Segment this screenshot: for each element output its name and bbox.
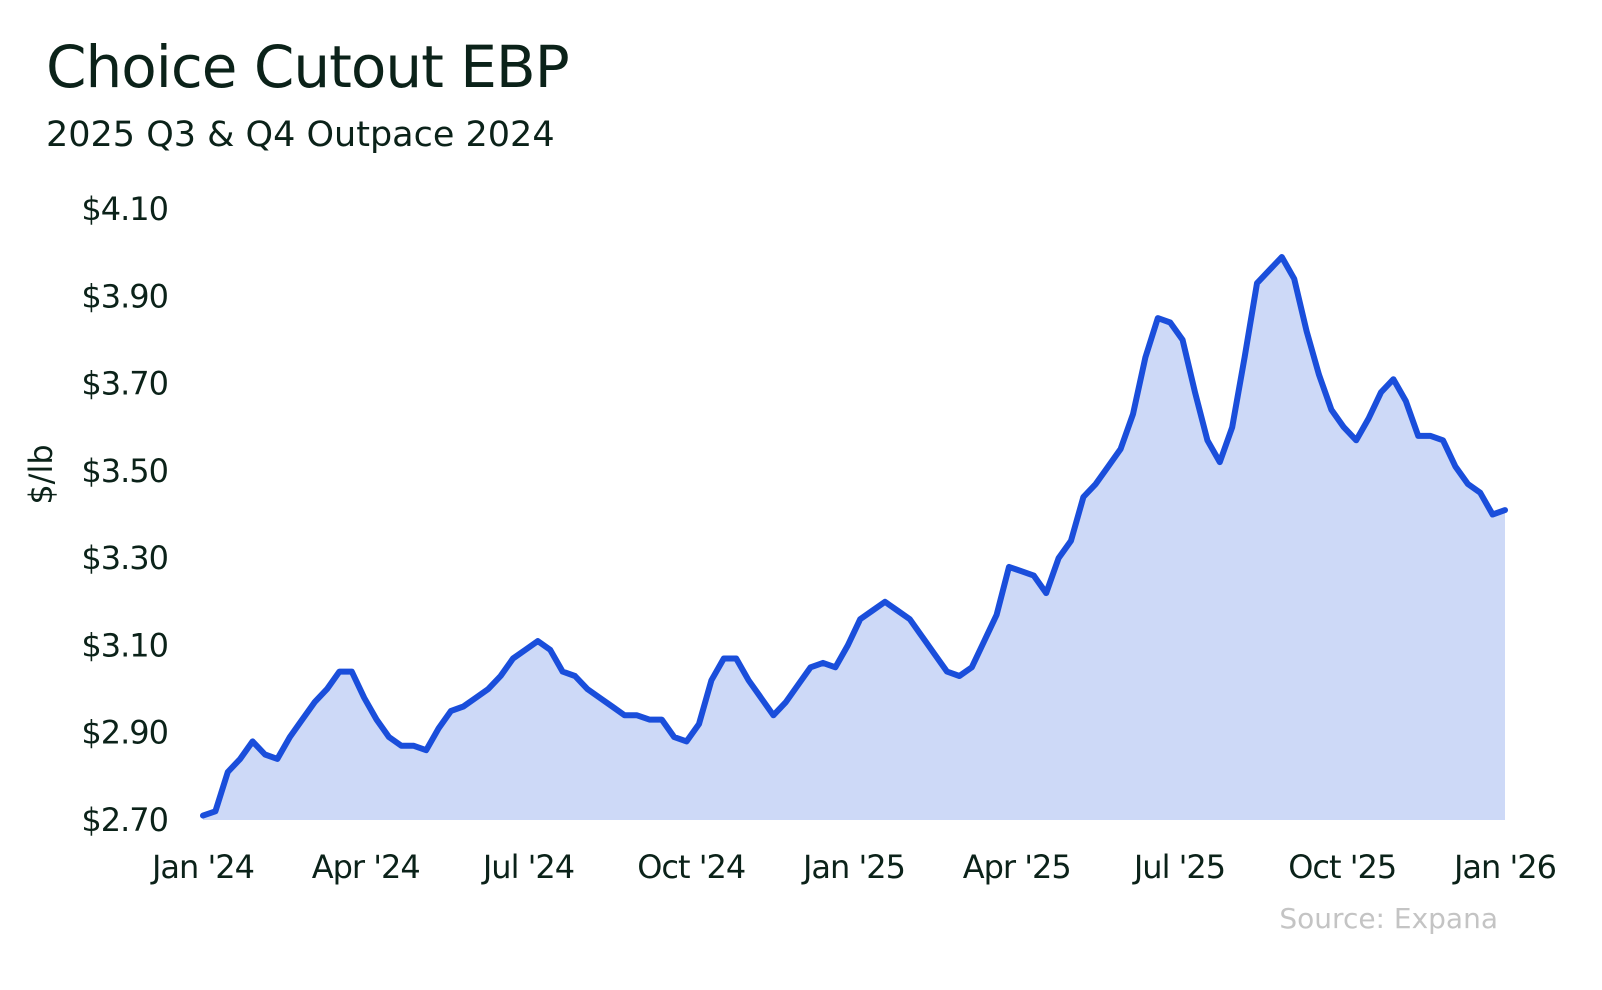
y-tick-label: $2.70 (81, 801, 168, 839)
y-tick-label: $4.10 (81, 190, 168, 228)
y-tick-label: $3.10 (81, 626, 168, 664)
price-area-fill (203, 257, 1505, 820)
x-tick-label: Jul '25 (1132, 848, 1225, 886)
source-note: Source: Expana (1279, 902, 1498, 935)
y-tick-label: $3.50 (81, 452, 168, 490)
y-tick-label: $2.90 (81, 714, 168, 752)
y-tick-label: $3.70 (81, 365, 168, 403)
x-axis-ticks: Jan '24 Apr '24 Jul '24 Oct '24 Jan '25 Apr '… (150, 848, 1557, 886)
x-tick-label: Oct '24 (637, 848, 745, 886)
price-line (200, 254, 1508, 819)
x-tick-label: Apr '25 (963, 848, 1071, 886)
chart-subtitle: 2025 Q3 & Q4 Outpace 2024 (46, 115, 555, 155)
y-tick-label: $3.30 (81, 539, 168, 577)
x-tick-label: Jan '24 (150, 848, 254, 886)
x-tick-label: Jul '24 (481, 848, 574, 886)
x-tick-label: Jan '25 (801, 848, 905, 886)
y-axis-ticks: $2.70 $2.90 $3.10 $3.30 $3.50 $3.70 $3.90 $4.10 (81, 190, 169, 839)
chart-title: Choice Cutout EBP (46, 33, 570, 101)
x-tick-label: Apr '24 (312, 848, 420, 886)
x-tick-label: Oct '25 (1288, 848, 1396, 886)
x-tick-label: Jan '26 (1452, 848, 1556, 886)
y-axis-label: $/lb (22, 444, 60, 504)
y-tick-label: $3.90 (81, 277, 168, 315)
